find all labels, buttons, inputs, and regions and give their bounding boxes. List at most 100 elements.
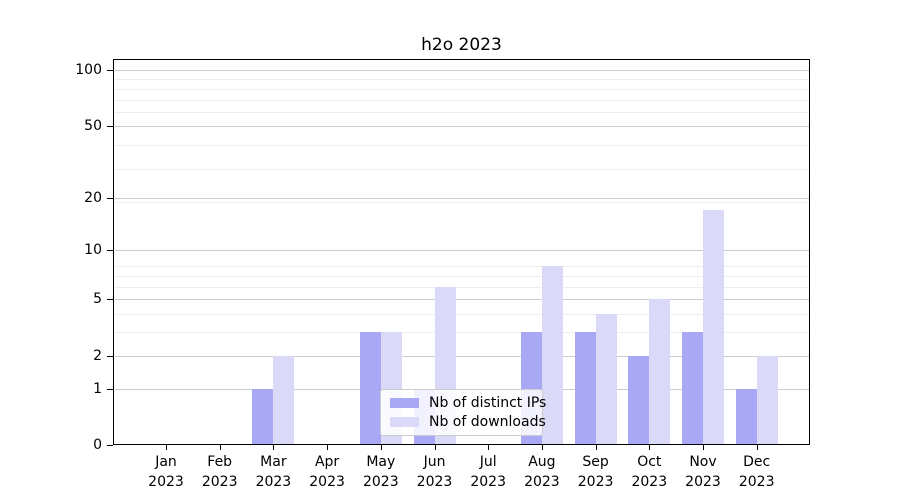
y-tick-mark bbox=[107, 445, 113, 446]
x-tick-month: Dec bbox=[743, 454, 771, 470]
x-tick-year: 2023 bbox=[631, 474, 668, 490]
y-tick-label: 10 bbox=[84, 242, 102, 259]
bar-downloads bbox=[595, 314, 617, 445]
x-tick-mark bbox=[166, 445, 167, 450]
y-tick-mark bbox=[107, 197, 113, 199]
x-tick-label: Jan 2023 bbox=[136, 452, 196, 492]
legend-swatch bbox=[390, 398, 419, 409]
y-tick-label: 100 bbox=[75, 62, 102, 78]
bar-distinct-ips bbox=[735, 388, 757, 445]
x-tick-month: Mar bbox=[260, 454, 287, 470]
legend: Nb of distinct IPs Nb of downloads bbox=[380, 389, 546, 436]
x-tick-year: 2023 bbox=[738, 474, 775, 490]
bar-downloads bbox=[649, 299, 671, 445]
x-tick-year: 2023 bbox=[577, 474, 614, 490]
x-tick-label: Sep 2023 bbox=[566, 452, 626, 492]
y-tick-label: 20 bbox=[84, 189, 102, 206]
legend-entry: Nb of downloads bbox=[390, 414, 546, 430]
bar-distinct-ips bbox=[628, 355, 650, 445]
x-tick-year: 2023 bbox=[470, 474, 506, 490]
x-tick-mark bbox=[273, 445, 275, 450]
legend-entry: Nb of distinct IPs bbox=[390, 395, 546, 411]
x-tick-year: 2023 bbox=[255, 474, 292, 490]
x-tick-month: Feb bbox=[207, 454, 233, 470]
x-tick-mark bbox=[541, 445, 543, 450]
bar-distinct-ips bbox=[359, 332, 381, 445]
gridline-minor bbox=[114, 286, 809, 288]
x-tick-label: May 2023 bbox=[351, 452, 411, 492]
x-tick-year: 2023 bbox=[201, 474, 238, 490]
x-tick-label: Mar 2023 bbox=[243, 452, 303, 492]
bar-downloads bbox=[273, 355, 295, 445]
x-tick-year: 2023 bbox=[685, 474, 721, 490]
gridline-minor bbox=[114, 99, 809, 101]
x-tick-mark bbox=[380, 445, 382, 450]
x-tick-mark bbox=[649, 445, 651, 450]
x-tick-year: 2023 bbox=[416, 474, 453, 490]
gridline-minor bbox=[114, 79, 809, 81]
x-tick-year: 2023 bbox=[148, 474, 184, 490]
y-tick-label: 0 bbox=[93, 437, 102, 453]
x-tick-mark bbox=[219, 445, 221, 450]
x-tick-year: 2023 bbox=[309, 474, 345, 490]
x-tick-year: 2023 bbox=[362, 474, 399, 490]
bar-downloads bbox=[703, 210, 724, 445]
y-tick-mark bbox=[107, 125, 113, 127]
x-tick-month: Jun bbox=[423, 454, 446, 470]
gridline-minor bbox=[114, 266, 809, 268]
x-tick-mark bbox=[488, 445, 490, 450]
y-tick-mark bbox=[107, 250, 113, 252]
x-tick-mark bbox=[703, 445, 704, 450]
x-tick-label: Jul 2023 bbox=[458, 452, 518, 492]
y-tick-label: 2 bbox=[93, 347, 102, 364]
bar-distinct-ips bbox=[574, 332, 596, 445]
x-tick-month: Jul bbox=[479, 454, 497, 470]
x-tick-mark bbox=[327, 445, 329, 450]
x-tick-label: Aug 2023 bbox=[512, 452, 572, 492]
gridline-minor bbox=[114, 112, 809, 114]
gridline-major bbox=[114, 197, 809, 199]
x-tick-label: Dec 2023 bbox=[727, 452, 787, 492]
y-tick-label: 1 bbox=[93, 380, 102, 397]
legend-swatch bbox=[390, 416, 419, 427]
bar-downloads bbox=[541, 266, 563, 445]
chart-title: h2o 2023 bbox=[421, 35, 502, 55]
gridline-minor bbox=[114, 145, 809, 147]
x-tick-year: 2023 bbox=[524, 474, 560, 490]
gridline-major bbox=[114, 70, 809, 71]
y-tick-label: 50 bbox=[84, 117, 102, 134]
bar-downloads bbox=[756, 355, 778, 445]
x-tick-month: Apr bbox=[314, 454, 340, 470]
x-tick-label: Feb 2023 bbox=[190, 452, 250, 492]
gridline-minor bbox=[114, 88, 809, 90]
legend-label: Nb of downloads bbox=[429, 413, 546, 430]
gridline-major bbox=[114, 299, 809, 301]
y-tick-mark bbox=[107, 70, 113, 71]
x-tick-month: Jan bbox=[155, 454, 177, 470]
y-tick-mark bbox=[107, 299, 113, 301]
gridline-minor bbox=[114, 314, 809, 316]
gridline-minor bbox=[114, 168, 809, 170]
bar-distinct-ips bbox=[682, 332, 703, 445]
y-tick-label: 5 bbox=[93, 291, 102, 308]
x-tick-month: Nov bbox=[689, 454, 717, 470]
x-tick-month: May bbox=[366, 454, 396, 470]
x-tick-mark bbox=[434, 445, 436, 450]
x-tick-mark bbox=[756, 445, 758, 450]
y-tick-mark bbox=[107, 355, 113, 357]
gridline-major bbox=[114, 355, 809, 357]
bar-distinct-ips bbox=[252, 388, 274, 445]
x-tick-label: Oct 2023 bbox=[619, 452, 679, 492]
x-tick-label: Nov 2023 bbox=[673, 452, 733, 492]
legend-label: Nb of distinct IPs bbox=[429, 395, 547, 412]
gridline-major bbox=[114, 125, 809, 127]
x-tick-label: Jun 2023 bbox=[405, 452, 465, 492]
x-tick-month: Oct bbox=[637, 454, 662, 470]
gridline-minor bbox=[114, 332, 809, 334]
x-tick-label: Apr 2023 bbox=[297, 452, 357, 492]
gridline-minor bbox=[114, 276, 809, 278]
x-tick-month: Sep bbox=[582, 454, 609, 470]
x-tick-month: Aug bbox=[528, 454, 556, 470]
y-tick-mark bbox=[107, 388, 113, 390]
